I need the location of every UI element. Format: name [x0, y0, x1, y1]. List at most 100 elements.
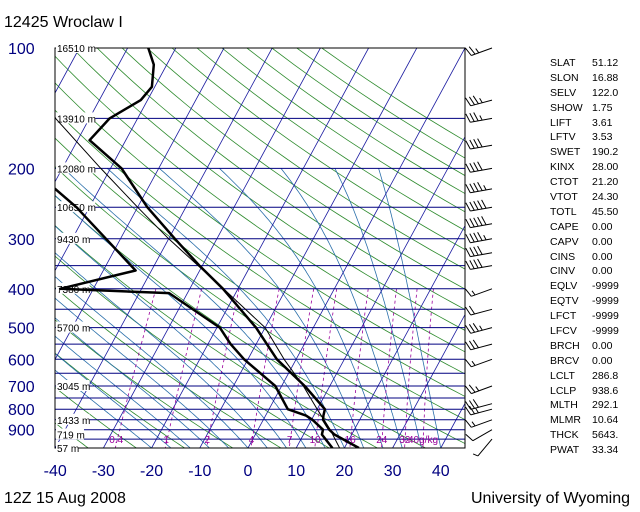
index-value: 3.61 [592, 116, 613, 129]
index-name: LIFT [550, 116, 572, 129]
index-name: LFTV [550, 131, 576, 144]
index-value: 938.6 [592, 384, 619, 397]
index-name: BRCH [550, 339, 580, 352]
temperature-tick-label: -10 [188, 463, 211, 480]
height-label: 3045 m [57, 382, 90, 393]
temperature-tick-label: 40 [432, 463, 450, 480]
index-row: SHOW 1.75 [550, 101, 640, 116]
station-title: 12425 Wroclaw I [4, 14, 123, 31]
index-row: MLMR 10.64 [550, 413, 640, 428]
index-name: SLAT [550, 57, 576, 69]
isotherm [295, 136, 465, 448]
mixing-ratio-line [288, 288, 315, 448]
temperature-tick-label: 10 [287, 463, 305, 480]
observation-time: 12Z 15 Aug 2008 [4, 490, 126, 507]
isotherm [103, 48, 321, 448]
height-label: 1433 m [57, 416, 90, 427]
index-row: CINS 0.00 [550, 250, 640, 265]
index-value: 292.1 [592, 399, 619, 412]
pressure-tick-label: 700 [8, 379, 35, 396]
height-label-bg [56, 232, 90, 244]
index-row: SELV 122.0 [550, 86, 640, 101]
index-row: CINV 0.00 [550, 264, 640, 279]
height-label-bg [56, 162, 96, 174]
index-name: LFCV [550, 325, 577, 338]
index-row: SWET 190.2 [550, 145, 640, 160]
index-row: LFCV -9999 [550, 324, 640, 339]
index-name: TOTL [550, 205, 577, 218]
index-value: 0.00 [592, 339, 613, 352]
index-value: 0.00 [592, 220, 613, 233]
index-name: CAPE [550, 220, 579, 233]
height-label: 719 m [57, 431, 85, 442]
mixing-ratio-label: 40g/kg [408, 435, 438, 446]
wind-barb [465, 358, 493, 368]
index-row: LFTV 3.53 [550, 130, 640, 145]
mixing-ratio-label: 4 [249, 435, 255, 446]
index-value: 190.2 [592, 146, 619, 159]
mixing-ratio-label: 10 [310, 435, 322, 446]
isotherm [392, 313, 465, 448]
wind-barb [465, 399, 493, 410]
height-label: 16510 m [57, 44, 96, 55]
wind-barb [465, 231, 493, 244]
isotherm [55, 48, 273, 448]
plot-frame [54, 47, 466, 449]
wind-barb [465, 245, 493, 258]
wind-barb [472, 438, 493, 457]
index-value: 0.00 [592, 250, 613, 263]
index-name: THCK [550, 429, 579, 442]
index-name: CTOT [550, 176, 579, 189]
pressure-tick-label: 400 [8, 282, 35, 299]
index-row: LCLT 286.8 [550, 369, 640, 384]
index-row: CTOT 21.20 [550, 175, 640, 190]
isotherm [247, 48, 465, 448]
index-row: EQTV -9999 [550, 294, 640, 309]
wind-barb [465, 182, 493, 194]
index-name: LFCT [550, 310, 577, 323]
wind-barb [465, 161, 493, 173]
height-label-bg [56, 42, 96, 53]
wind-barb [465, 288, 493, 297]
height-label-bg [56, 380, 90, 391]
index-value: -9999 [592, 280, 619, 293]
mixing-ratio-label: 0.4 [109, 435, 123, 446]
index-value: 0.00 [592, 235, 613, 248]
data-source: University of Wyoming [470, 490, 630, 507]
wind-barb [465, 339, 493, 351]
index-value: 21.20 [592, 176, 619, 189]
temperature-tick-label: -30 [92, 463, 115, 480]
index-row: TOTL 45.50 [550, 205, 640, 220]
mixing-ratio-label: 16 [345, 435, 357, 446]
index-name: LCLT [550, 369, 575, 382]
isotherm [151, 48, 369, 448]
height-label: 13910 m [57, 114, 96, 125]
height-label: 5700 m [57, 324, 90, 335]
height-label: 57 m [57, 444, 79, 455]
index-row: CAPE 0.00 [550, 220, 640, 235]
index-row: SLAT 51.12 [550, 56, 640, 71]
height-label: 9430 m [57, 235, 90, 246]
index-name: MLMR [550, 414, 581, 427]
index-name: CAPV [550, 235, 579, 248]
temperature-tick-label: 0 [244, 463, 253, 480]
wind-barb [465, 405, 493, 416]
index-name: SELV [550, 86, 577, 99]
wind-barb [465, 419, 493, 428]
wind-barb [465, 429, 493, 442]
index-name: KINX [550, 161, 575, 174]
moist-adiabat [55, 369, 152, 448]
background-lines [55, 48, 465, 448]
index-value: 0.00 [592, 265, 613, 278]
mixing-ratio-label: 24 [376, 435, 388, 446]
mixing-ratio-label: 2 [205, 435, 211, 446]
wind-barb [465, 138, 493, 150]
pressure-tick-label: 800 [8, 402, 35, 419]
isotherm [199, 48, 418, 448]
index-value: -9999 [592, 325, 619, 338]
dry-adiabat [55, 82, 465, 375]
index-name: EQLV [550, 280, 578, 293]
temperature-trace [88, 48, 360, 448]
